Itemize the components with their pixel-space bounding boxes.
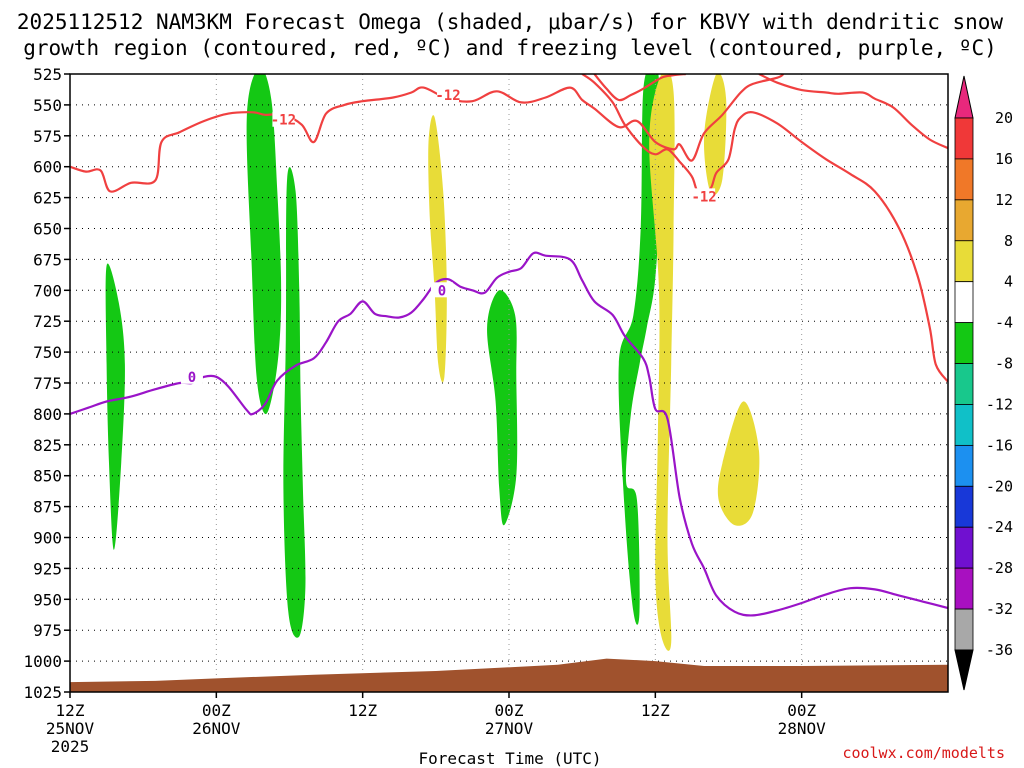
contour-label-bg xyxy=(693,188,716,204)
y-tick-label: 600 xyxy=(33,158,62,177)
pressure-axis: 525 550 575 600 625 650 675 700 725 750 775 800 825 8… xyxy=(23,65,70,702)
contour-label: -12 xyxy=(271,113,296,129)
omega-upward-band-a xyxy=(105,263,125,550)
omega-upward-band-d xyxy=(487,290,518,526)
y-tick-label: 900 xyxy=(33,529,62,548)
y-tick-label: 625 xyxy=(33,189,62,208)
contour-label-bg xyxy=(430,282,453,298)
y-tick-label: 950 xyxy=(33,590,62,609)
colorbar-label: 16 xyxy=(995,150,1013,168)
x-tick-label: 26NOV xyxy=(192,719,241,738)
y-tick-label: 850 xyxy=(33,467,62,486)
colorbar-label: -24 xyxy=(986,518,1013,536)
colorbar-label: 8 xyxy=(1004,232,1013,250)
y-tick-label: 925 xyxy=(33,559,62,578)
y-tick-label: 1025 xyxy=(23,683,62,702)
omega-upward-band-e xyxy=(618,74,661,625)
x-tick-label: 00Z xyxy=(202,701,231,720)
colorbar-swatch xyxy=(954,117,974,160)
x-tick-label: 27NOV xyxy=(485,719,534,738)
omega-colorbar: 20 16 12 8 4 -4 -8 -12 -16 -20 -24 -28 -32 -36 xyxy=(954,75,1013,691)
omega-sink-column-1 xyxy=(428,115,447,383)
omega-sink-column-3 xyxy=(717,401,760,526)
contour-label: -12 xyxy=(691,189,716,205)
y-tick-label: 700 xyxy=(33,281,62,300)
contour-label-bg xyxy=(272,111,295,127)
y-tick-label: 1000 xyxy=(23,652,62,671)
y-tick-label: 650 xyxy=(33,220,62,239)
y-tick-label: 800 xyxy=(33,405,62,424)
chart-title-line-2: growth region (contoured, red, ºC) and f… xyxy=(23,36,997,60)
colorbar-label: 12 xyxy=(995,191,1013,209)
contour-label: 0 xyxy=(188,370,196,386)
colorbar-label: -32 xyxy=(986,600,1013,618)
y-tick-label: 975 xyxy=(33,621,62,640)
y-tick-label: 875 xyxy=(33,498,62,517)
plot-content: -12 -12 -12 0 0 xyxy=(70,74,948,692)
x-tick-label: 12Z xyxy=(641,701,670,720)
colorbar-swatch xyxy=(954,608,974,651)
colorbar-swatch xyxy=(954,485,974,528)
colorbar-label: -36 xyxy=(986,641,1013,659)
contour-dendritic-upper-right xyxy=(758,74,948,150)
colorbar-label: -16 xyxy=(986,436,1013,454)
colorbar-label: 4 xyxy=(1004,273,1013,291)
contour-label-bg xyxy=(437,87,460,103)
y-tick-label: 725 xyxy=(33,312,62,331)
colorbar-swatch xyxy=(954,526,974,569)
contour-dendritic-zigzag xyxy=(593,74,686,102)
colorbar-label: -28 xyxy=(986,559,1013,577)
credit-link[interactable]: coolwx.com/modelts xyxy=(842,744,1005,762)
y-tick-label: 525 xyxy=(33,65,62,84)
y-tick-label: 825 xyxy=(33,436,62,455)
colorbar-swatch xyxy=(954,363,974,405)
colorbar-label: -20 xyxy=(986,477,1013,495)
colorbar-swatch xyxy=(954,158,974,201)
plot-area: -12 -12 -12 0 0 xyxy=(69,73,949,693)
y-tick-label: 750 xyxy=(33,343,62,362)
colorbar-top-arrow xyxy=(954,75,974,119)
colorbar-swatch xyxy=(954,567,974,610)
y-tick-label: 575 xyxy=(33,127,62,146)
colorbar-swatch xyxy=(954,281,974,324)
colorbar-swatch xyxy=(954,404,974,446)
x-axis-label: Forecast Time (UTC) xyxy=(418,749,601,768)
colorbar-label: 20 xyxy=(995,109,1013,127)
contour-dendritic-top xyxy=(70,74,785,193)
x-tick-label: 12Z xyxy=(56,701,85,720)
contour-label: 0 xyxy=(438,283,446,299)
colorbar-label: -4 xyxy=(995,314,1013,332)
omega-sink-right xyxy=(703,74,727,195)
x-tick-label: 00Z xyxy=(787,701,816,720)
colorbar-swatch xyxy=(954,444,974,487)
x-tick-label: 2025 xyxy=(51,737,90,756)
chart-title-line-1: 2025112512 NAM3KM Forecast Omega (shaded… xyxy=(17,10,1004,34)
terrain-fill xyxy=(70,658,948,692)
contour-dendritic-bottom xyxy=(581,74,948,383)
colorbar-swatch xyxy=(954,240,974,283)
colorbar-swatch xyxy=(954,199,974,242)
y-tick-label: 675 xyxy=(33,250,62,269)
omega-sink-column-2 xyxy=(649,74,675,651)
colorbar-label: -12 xyxy=(986,395,1013,413)
omega-upward-band-b xyxy=(246,74,282,414)
x-tick-label: 25NOV xyxy=(46,719,95,738)
contour-freezing-level xyxy=(70,251,948,617)
y-tick-label: 775 xyxy=(33,374,62,393)
y-tick-label: 550 xyxy=(33,96,62,115)
x-tick-label: 28NOV xyxy=(778,719,827,738)
colorbar-label: -8 xyxy=(995,355,1013,373)
colorbar-bottom-arrow xyxy=(954,649,974,691)
x-tick-label: 12Z xyxy=(348,701,377,720)
contour-label: -12 xyxy=(435,88,460,104)
omega-upward-band-c xyxy=(283,167,306,638)
colorbar-swatch xyxy=(954,322,974,364)
contour-label-bg xyxy=(180,368,203,384)
x-tick-label: 00Z xyxy=(495,701,524,720)
